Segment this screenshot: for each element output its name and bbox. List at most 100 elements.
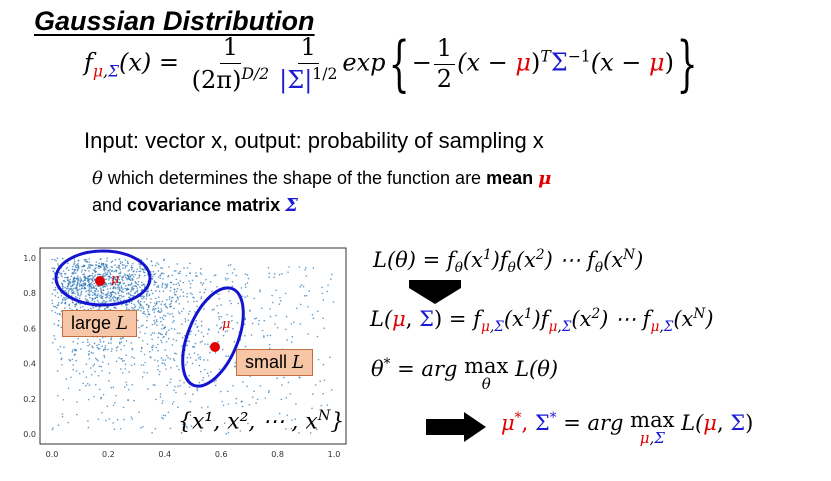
scatter-point [120, 348, 122, 351]
formula-sub-sigma: Σ [108, 62, 120, 81]
scatter-point [156, 301, 158, 303]
scatter-point [312, 393, 314, 395]
scatter-point [309, 432, 312, 434]
scatter-point [59, 352, 62, 354]
scatter-point [240, 287, 243, 289]
scatter-point [161, 286, 164, 288]
scatter-point [131, 286, 134, 288]
scatter-point [87, 300, 90, 303]
scatter-point [121, 261, 124, 264]
scatter-point [148, 350, 151, 353]
scatter-point [290, 427, 293, 430]
scatter-point [153, 319, 155, 322]
scatter-point [103, 354, 105, 357]
scatter-point [159, 274, 162, 277]
scatter-point [214, 274, 217, 276]
scatter-point [83, 258, 86, 261]
scatter-point [102, 286, 105, 289]
scatter-point [294, 418, 297, 420]
scatter-point [98, 265, 101, 267]
scatter-point [188, 374, 191, 377]
scatter-point [87, 420, 89, 422]
scatter-point [125, 304, 128, 307]
scatter-point [211, 309, 214, 311]
scatter-point [196, 387, 198, 390]
scatter-point [120, 285, 123, 287]
scatter-point [57, 296, 60, 299]
scatter-point [124, 265, 127, 268]
scatter-point [114, 287, 117, 290]
scatter-point [72, 301, 74, 304]
scatter-point [64, 301, 67, 304]
scatter-point [80, 279, 82, 282]
scatter-point [108, 380, 110, 382]
scatter-point [104, 263, 107, 266]
scatter-point [93, 286, 95, 289]
scatter-point [92, 291, 94, 294]
scatter-point [185, 425, 188, 428]
scatter-point [102, 273, 105, 275]
scatter-point [108, 279, 110, 281]
scatter-point [102, 292, 105, 295]
scatter-point [125, 292, 128, 295]
scatter-point [94, 383, 97, 386]
scatter-point [236, 321, 239, 324]
scatter-point [321, 286, 323, 289]
scatter-point [85, 384, 87, 387]
scatter-point [78, 266, 80, 268]
scatter-point [119, 342, 121, 345]
scatter-point [51, 282, 54, 284]
theta-symbol: θ [92, 168, 103, 189]
scatter-point [146, 343, 149, 345]
term2-mu: μ [648, 48, 665, 77]
scatter-point [114, 278, 116, 281]
scatter-point [51, 299, 53, 302]
scatter-point [68, 358, 71, 361]
scatter-point [126, 278, 128, 281]
scatter-point [179, 272, 181, 275]
scatter-point [200, 281, 202, 284]
scatter-point [108, 275, 110, 277]
scatter-point [228, 290, 230, 293]
scatter-point [128, 308, 130, 311]
scatter-point [177, 311, 180, 313]
scatter-point [162, 318, 165, 321]
scatter-point [65, 298, 68, 300]
scatter-point [201, 340, 203, 343]
scatter-point [77, 277, 80, 280]
scatter-point [307, 333, 309, 335]
large-ellipse [54, 249, 152, 307]
scatter-point [200, 320, 203, 323]
scatter-point [123, 264, 125, 267]
scatter-point [159, 277, 162, 280]
scatter-point [194, 342, 197, 345]
term1-mu: μ [515, 48, 531, 77]
scatter-point [281, 384, 283, 386]
scatter-point [244, 283, 247, 286]
scatter-point [114, 402, 116, 404]
scatter-point [60, 272, 63, 275]
scatter-point [178, 284, 181, 286]
scatter-point [69, 288, 71, 290]
scatter-point [130, 282, 133, 284]
scatter-point [111, 348, 113, 350]
scatter-point [323, 327, 326, 329]
scatter-point [182, 291, 184, 293]
scatter-point [146, 315, 149, 318]
scatter-point [94, 293, 97, 295]
scatter-point [174, 294, 177, 296]
scatter-point [112, 422, 114, 424]
scatter-point [144, 313, 147, 316]
scatter-point [88, 257, 91, 260]
scatter-point [192, 296, 194, 299]
scatter-point [62, 299, 64, 301]
scatter-point [235, 397, 238, 400]
scatter-point [203, 359, 205, 361]
scatter-point [190, 425, 193, 427]
scatter-point [102, 393, 105, 396]
scatter-point [135, 282, 138, 284]
scatter-point [204, 288, 207, 291]
scatter-point [94, 268, 96, 270]
scatter-point [218, 368, 221, 371]
scatter-point [57, 276, 59, 279]
